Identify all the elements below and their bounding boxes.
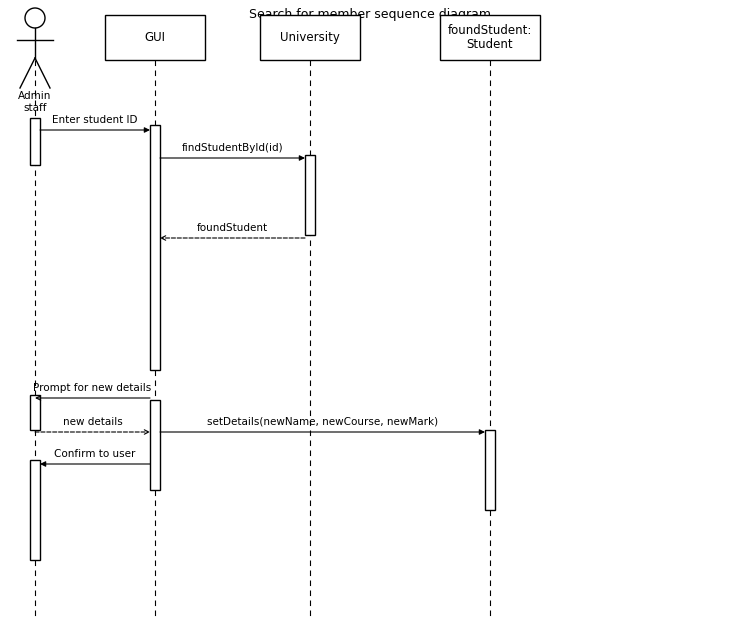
Text: setDetails(newName, newCourse, newMark): setDetails(newName, newCourse, newMark)	[207, 417, 438, 427]
Text: GUI: GUI	[144, 31, 166, 44]
Text: findStudentById(id): findStudentById(id)	[182, 143, 283, 153]
Text: Confirm to user: Confirm to user	[54, 449, 136, 459]
Text: foundStudent: foundStudent	[197, 223, 268, 233]
Bar	[30, 118, 40, 165]
Bar	[440, 15, 540, 60]
Text: new details: new details	[62, 417, 123, 427]
Text: Enter student ID: Enter student ID	[52, 115, 137, 125]
Bar	[305, 155, 315, 235]
Text: Admin
staff: Admin staff	[19, 91, 52, 113]
Bar	[150, 400, 160, 490]
Bar	[150, 125, 160, 370]
Bar	[30, 395, 40, 430]
Bar	[485, 430, 495, 510]
Bar	[30, 460, 40, 560]
Bar	[260, 15, 360, 60]
Text: Prompt for new details: Prompt for new details	[33, 383, 152, 393]
Text: Search for member sequence diagram: Search for member sequence diagram	[249, 8, 491, 21]
Bar	[105, 15, 205, 60]
Text: University: University	[280, 31, 340, 44]
Text: foundStudent:
Student: foundStudent: Student	[448, 24, 532, 51]
